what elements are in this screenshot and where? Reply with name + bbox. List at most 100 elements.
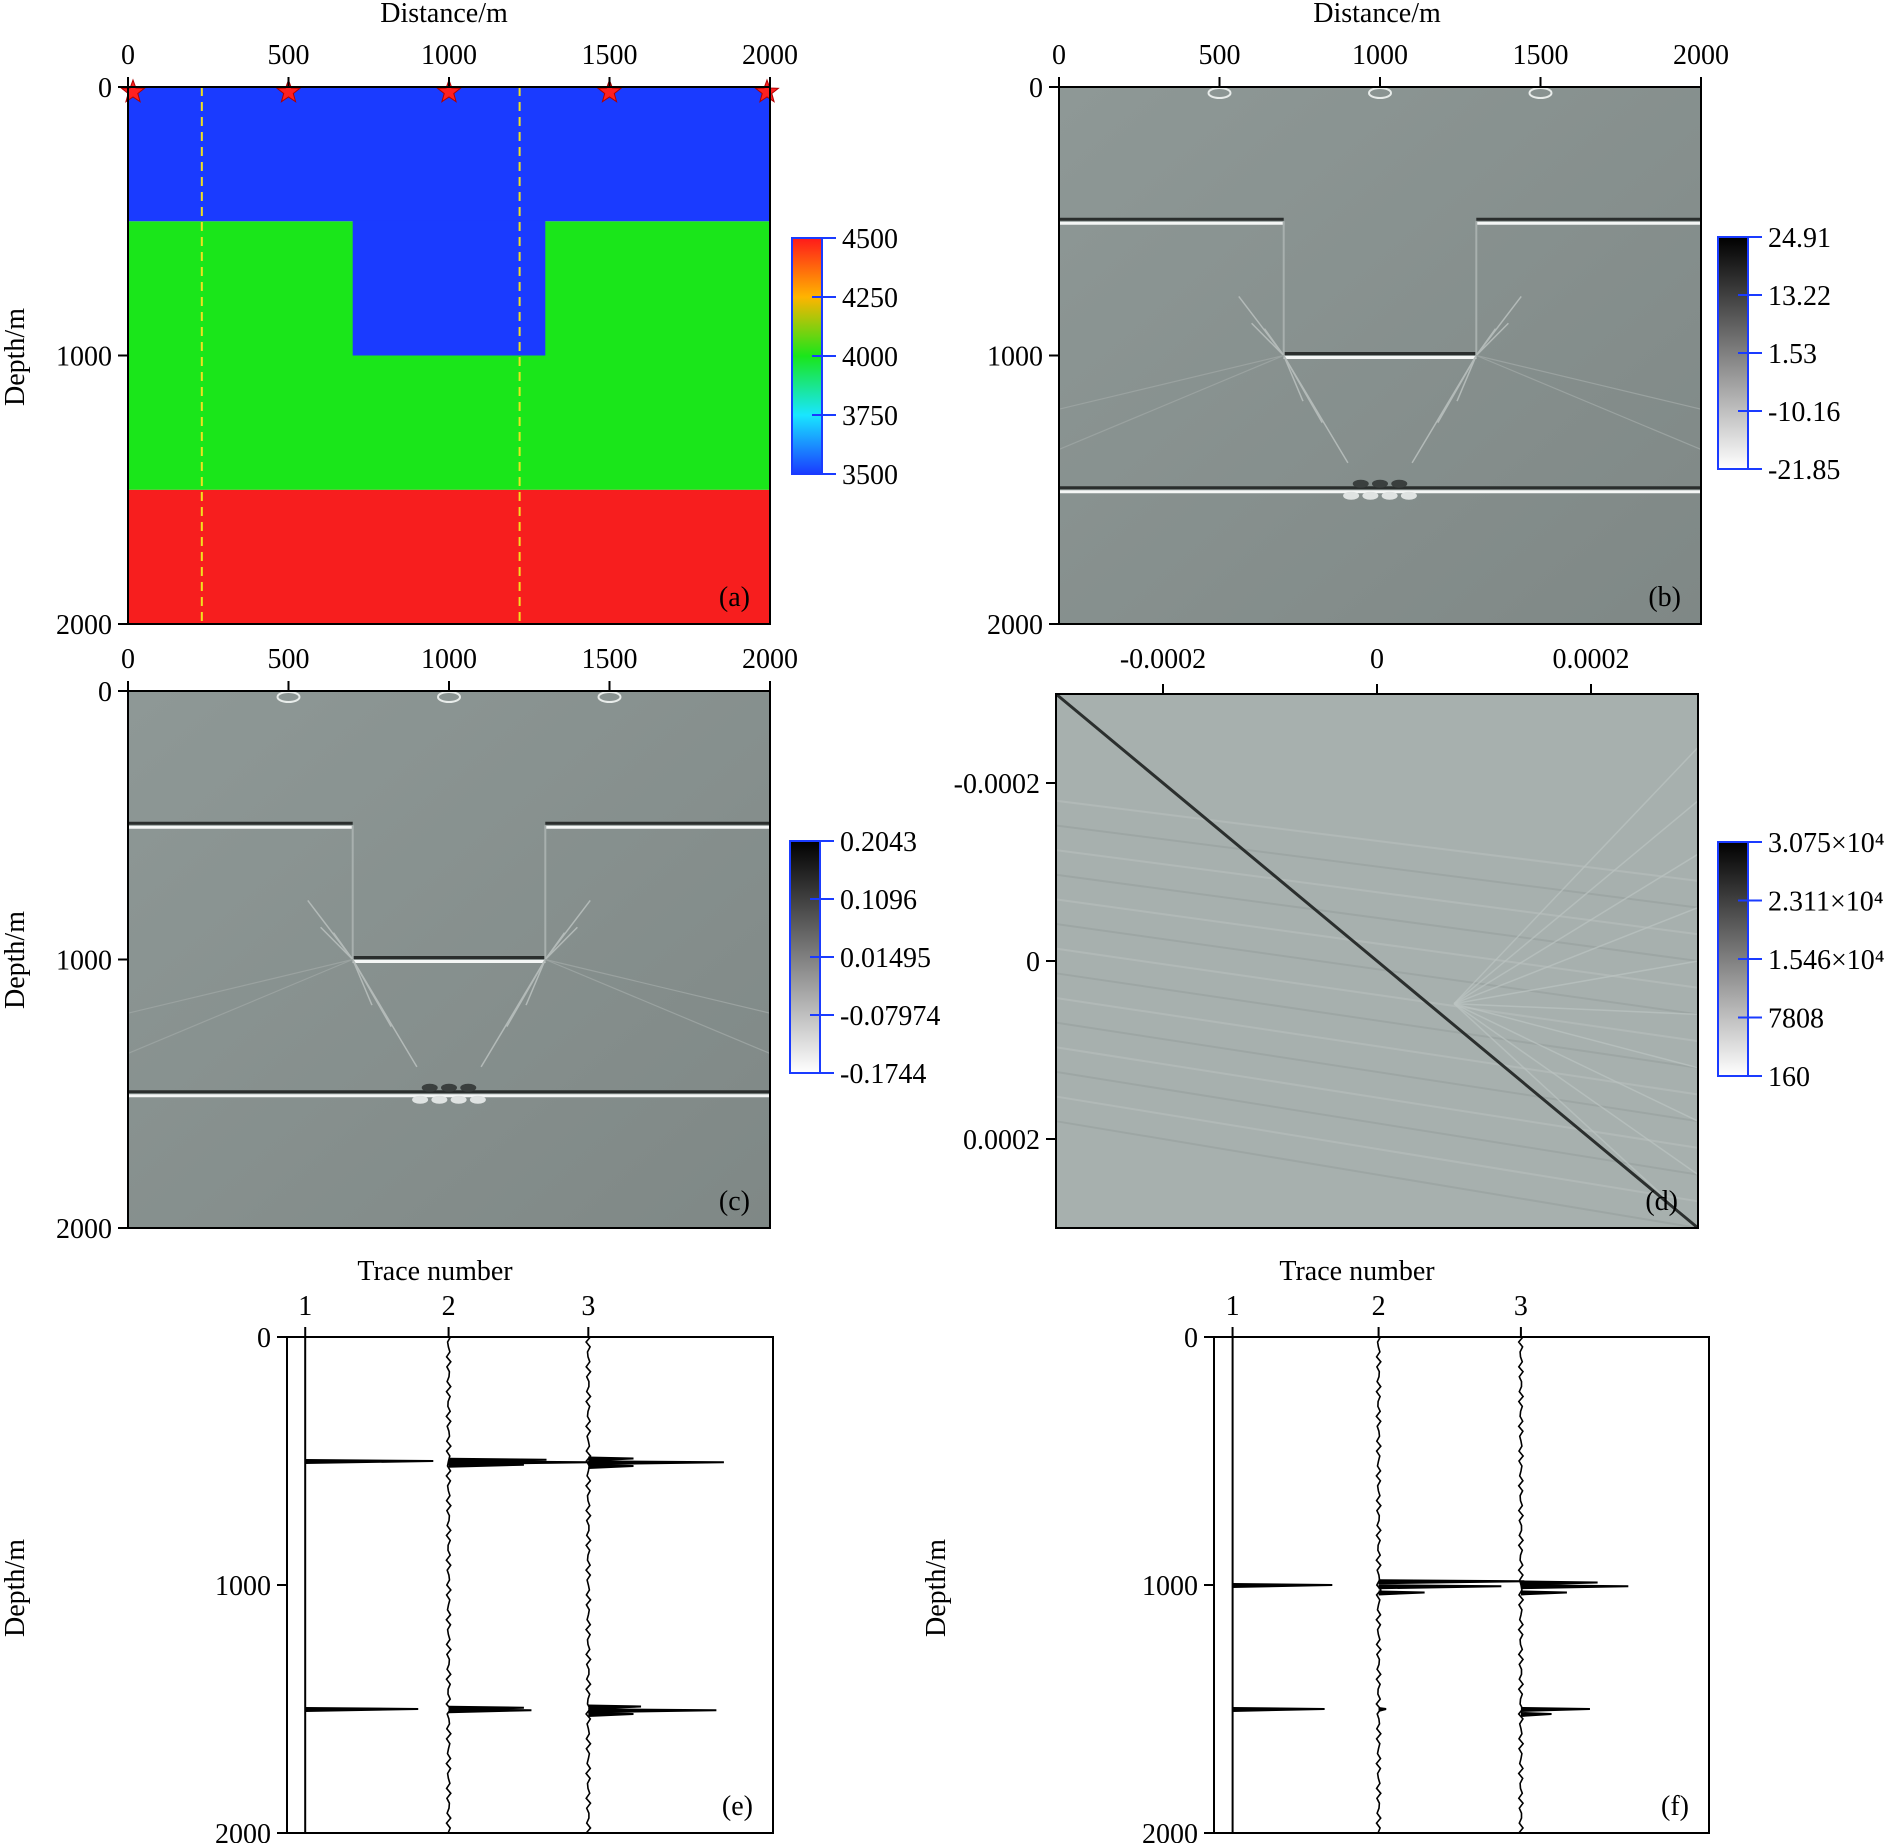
trace-1-spike (1232, 1707, 1325, 1712)
source-star (275, 78, 302, 103)
image-streak (1453, 746, 1699, 1005)
panel-label: (f) (1661, 1791, 1689, 1822)
colorbar-tick-label: 3750 (842, 401, 898, 432)
x-tick-label: -0.0002 (1120, 644, 1206, 675)
y-tick-label: 2000 (215, 1819, 271, 1843)
source-star (754, 78, 780, 103)
colorbar-tick-label: 1.546×10⁴ (1768, 945, 1885, 976)
diffraction-streak (544, 932, 566, 960)
y-axis-title: Depth/m (0, 308, 31, 406)
diffraction-streak (1476, 354, 1702, 451)
y-tick-label: 1000 (215, 1571, 271, 1602)
image-streak (1055, 898, 1699, 989)
trace-2-spike (448, 1462, 524, 1468)
x-tick-label: 3 (1514, 1291, 1528, 1322)
y-tick-label: -0.0002 (954, 769, 1040, 800)
diffraction-streak (1476, 354, 1702, 410)
diffraction-streak (1475, 328, 1497, 356)
interference-blob (412, 1095, 429, 1104)
x-tick-label: 1 (1226, 1291, 1240, 1322)
panel-e: 1 2 3 0 1000 2000 Trace number Depth/m (e) (0, 1256, 774, 1843)
interference-blob (431, 1095, 448, 1104)
panel-label: (d) (1645, 1186, 1678, 1217)
x-tick-label: 500 (268, 644, 310, 675)
colorbar-tick-label: 0.2043 (840, 827, 917, 858)
diffraction-streak (1283, 355, 1304, 402)
colorbar-tick-label: -10.16 (1768, 397, 1840, 428)
x-tick-label: 2 (442, 1291, 456, 1322)
trace-2-spike (1378, 1579, 1525, 1585)
y-tick-label: 2000 (56, 1214, 112, 1245)
trace-3-spike (588, 1463, 634, 1469)
y-tick-label: 0 (98, 73, 112, 104)
diffraction-streak (320, 926, 354, 961)
diffraction-streak (1411, 355, 1477, 464)
image-streak (1055, 1095, 1699, 1203)
trace-3-wiggle (585, 1336, 592, 1834)
image-streak (1055, 824, 1699, 909)
image-streak (1055, 923, 1699, 1016)
x-tick-label: 0.0002 (1553, 644, 1630, 675)
image-streak (1453, 853, 1699, 1005)
x-tick-label: 2000 (742, 40, 798, 71)
trace-3-spike (588, 1708, 717, 1714)
image-streak (1055, 1046, 1699, 1149)
source-star (436, 78, 462, 103)
x-axis-title: Trace number (1279, 1256, 1435, 1287)
source-star (120, 78, 146, 103)
x-axis-title: Distance/m (1313, 0, 1441, 29)
y-tick-label: 2000 (1142, 1819, 1198, 1843)
interference-blob (469, 1095, 486, 1104)
colorbar-tick-label: 13.22 (1768, 281, 1831, 312)
image-streak (1055, 996, 1699, 1096)
diffraction-streak (127, 958, 353, 1055)
colorbar-tick-label: 2.311×10⁴ (1768, 887, 1884, 918)
diffraction-streak (544, 926, 578, 961)
y-axis-title: Depth/m (921, 1539, 952, 1637)
interference-blob (1372, 479, 1388, 488)
panel-f: 1 2 3 0 1000 2000 Trace number Depth/m (f) (921, 1256, 1710, 1843)
diffraction-streak (545, 958, 771, 1055)
colorbar-tick-label: -21.85 (1768, 455, 1840, 486)
colorbar-tick-label: -0.1744 (840, 1059, 926, 1090)
trace-3-spike (1520, 1590, 1567, 1596)
x-tick-label: 500 (1199, 40, 1241, 71)
colorbar-tick-label: 0.01495 (840, 943, 931, 974)
image-streak (1454, 1002, 1699, 1016)
diffraction-streak (1475, 322, 1509, 357)
x-tick-label: 2 (1372, 1291, 1386, 1322)
source-star (596, 78, 623, 103)
colorbar-tick-label: 0.1096 (840, 885, 917, 916)
diffraction-streak (525, 959, 546, 1006)
diffraction-streak (332, 932, 354, 960)
colorbar-tick-label: 3500 (842, 460, 898, 491)
x-tick-label: 2000 (742, 644, 798, 675)
interference-blob (1352, 479, 1369, 488)
colorbar-tick-label: 24.91 (1768, 223, 1831, 254)
y-tick-label: 0.0002 (963, 1125, 1040, 1156)
trace-2-spike (1378, 1584, 1502, 1590)
x-tick-label: 1500 (582, 40, 638, 71)
interference-blob (1391, 479, 1408, 488)
y-tick-label: 1000 (1142, 1571, 1198, 1602)
x-tick-label: 0 (121, 644, 135, 675)
diffraction-streak (1251, 322, 1285, 357)
diffraction-streak (352, 959, 373, 1006)
x-tick-label: 3 (581, 1291, 595, 1322)
x-tick-label: 1500 (582, 644, 638, 675)
colorbar-tick-label: -0.07974 (840, 1001, 940, 1032)
panel-label: (c) (719, 1186, 750, 1217)
image-streak (1453, 960, 1699, 1005)
diffraction-streak (1263, 328, 1285, 356)
x-tick-label: 1000 (421, 40, 477, 71)
trace-2-wiggle (445, 1336, 452, 1834)
x-tick-label: 1 (298, 1291, 312, 1322)
y-tick-label: 0 (1029, 73, 1043, 104)
x-tick-label: 1000 (1352, 40, 1408, 71)
image-streak (1055, 1070, 1699, 1176)
layer-top (128, 87, 770, 222)
diffraction-streak (1283, 355, 1349, 464)
diffraction-streak (1058, 354, 1284, 451)
interference-blob (1362, 491, 1379, 500)
